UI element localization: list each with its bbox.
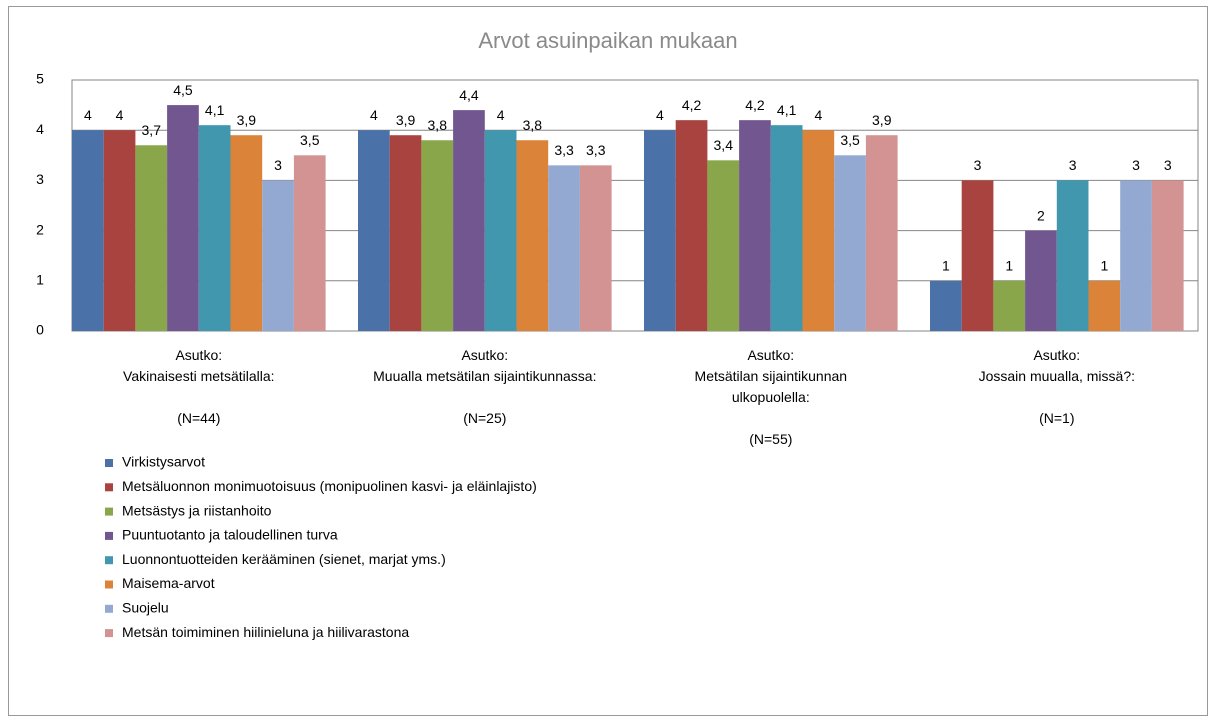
value-label: 3	[274, 157, 282, 173]
bar	[579, 165, 612, 331]
bar	[167, 105, 199, 331]
frame	[8, 6, 1208, 716]
legend-label: Maisema-arvot	[122, 575, 215, 591]
value-label: 3,9	[396, 112, 416, 128]
value-label: 4	[656, 107, 664, 123]
value-label: 4	[814, 107, 822, 123]
bar	[644, 130, 676, 331]
value-label: 3,8	[523, 117, 543, 133]
legend-label: Puuntuotanto ja taloudellinen turva	[122, 527, 338, 543]
bar	[484, 130, 517, 331]
bar	[135, 145, 168, 331]
legend-label: Luonnontuotteiden kerääminen (sienet, ma…	[122, 551, 446, 567]
bar	[961, 180, 994, 331]
bar	[230, 135, 263, 331]
legend-swatch	[105, 507, 113, 516]
x-tick-label: Asutko: Jossain muualla, missä?: (N=1)	[978, 347, 1135, 426]
value-label: 3,3	[554, 142, 574, 158]
y-tick-label: 3	[36, 171, 44, 187]
y-tick-label: 0	[36, 322, 44, 338]
legend-label: Metsäluonnon monimuotoisuus (monipuoline…	[122, 478, 537, 494]
x-tick-label: Asutko: Muualla metsätilan sijaintikunna…	[373, 347, 597, 426]
y-tick-label: 2	[36, 221, 44, 237]
bar	[198, 125, 231, 332]
bar	[865, 135, 898, 331]
value-label: 3	[974, 157, 982, 173]
y-tick-label: 1	[36, 272, 44, 288]
value-label: 3,8	[428, 117, 448, 133]
bar	[103, 130, 136, 331]
value-label: 3,7	[142, 122, 162, 138]
value-label: 4,4	[459, 87, 479, 103]
bar	[421, 140, 454, 331]
x-tick-label: Asutko: Vakinaisesti metsätilalla: (N=44…	[123, 347, 275, 426]
y-tick-label: 5	[36, 71, 44, 87]
legend-label: Suojelu	[122, 600, 169, 616]
legend-swatch	[105, 604, 113, 613]
value-label: 4	[497, 107, 505, 123]
bar	[802, 130, 835, 331]
legend-swatch	[105, 629, 113, 638]
bar	[72, 130, 104, 331]
legend-label: Virkistysarvot	[122, 454, 205, 470]
bar	[1025, 230, 1057, 331]
value-label: 3,3	[586, 142, 606, 158]
value-label: 4,5	[173, 82, 193, 98]
value-label: 4,2	[745, 97, 765, 113]
value-label: 1	[942, 258, 950, 274]
value-label: 3	[1164, 157, 1172, 173]
bar	[548, 165, 580, 331]
legend-swatch	[105, 483, 113, 492]
value-label: 4,2	[682, 97, 702, 113]
value-label: 4	[116, 107, 124, 123]
x-tick-label: Asutko: Metsätilan sijaintikunnan ulkopu…	[694, 347, 848, 447]
bar	[1056, 180, 1089, 331]
bar	[993, 280, 1026, 331]
bar	[1120, 180, 1152, 331]
bar	[389, 135, 422, 331]
bar	[516, 140, 549, 331]
value-label: 3,4	[714, 137, 734, 153]
legend-swatch	[105, 580, 113, 589]
bar	[262, 180, 294, 331]
value-label: 3	[1132, 157, 1140, 173]
bar	[707, 160, 740, 331]
bar	[770, 125, 803, 332]
legend-swatch	[105, 531, 113, 540]
value-label: 4	[370, 107, 378, 123]
chart-title: Arvot asuinpaikan mukaan	[478, 28, 737, 53]
value-label: 3,9	[872, 112, 892, 128]
legend-label: Metsän toimiminen hiilinieluna ja hiiliv…	[122, 624, 409, 640]
value-label: 3,5	[840, 132, 860, 148]
value-label: 4	[84, 107, 92, 123]
value-label: 4,1	[205, 102, 225, 118]
value-label: 1	[1100, 258, 1108, 274]
legend-swatch	[105, 459, 113, 467]
bar	[1151, 180, 1184, 331]
value-label: 2	[1037, 207, 1045, 223]
bar	[1088, 280, 1121, 331]
value-label: 4,1	[777, 102, 797, 118]
legend-label: Metsästys ja riistanhoito	[122, 502, 272, 518]
value-label: 3,5	[300, 132, 320, 148]
value-label: 3	[1069, 157, 1077, 173]
bar	[358, 130, 390, 331]
y-tick-label: 4	[36, 121, 44, 137]
bar	[453, 110, 485, 332]
value-label: 3,9	[237, 112, 257, 128]
bar	[293, 155, 326, 331]
bar	[739, 120, 771, 331]
bar	[675, 120, 708, 331]
value-label: 1	[1005, 258, 1013, 274]
bar	[834, 155, 866, 331]
legend-swatch	[105, 556, 113, 565]
bar	[930, 280, 962, 331]
